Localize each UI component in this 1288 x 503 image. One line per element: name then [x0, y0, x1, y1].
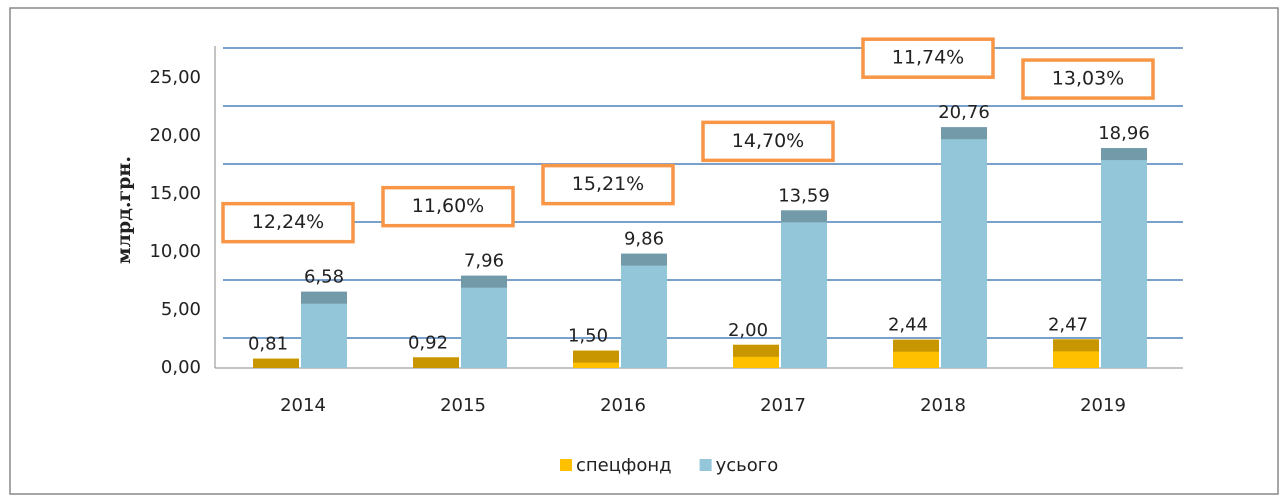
x-tick-label: 2018 [920, 395, 966, 416]
annotation: 13,03% [1052, 68, 1124, 90]
bar-top [573, 350, 619, 363]
value-label: 2,47 [1048, 314, 1088, 335]
bar-top [461, 275, 507, 288]
annotation: 15,21% [572, 173, 644, 195]
x-tick-label: 2015 [440, 395, 486, 416]
bar [461, 275, 507, 368]
bar-top [941, 127, 987, 140]
value-label: 6,58 [304, 267, 344, 288]
y-tick-label: 5,00 [161, 299, 201, 320]
annotation-box [381, 185, 515, 228]
value-label: 20,76 [938, 102, 990, 123]
value-label: 0,81 [248, 334, 288, 355]
annotation-box [221, 201, 355, 244]
bar-top [253, 358, 299, 368]
y-tick-label: 20,00 [149, 125, 201, 146]
bar-top [413, 357, 459, 368]
value-label: 7,96 [464, 251, 504, 272]
bar [1101, 148, 1147, 368]
x-tick-label: 2019 [1080, 395, 1126, 416]
bar-top [781, 210, 827, 223]
value-label: 2,44 [888, 315, 928, 336]
y-tick-label: 10,00 [149, 241, 201, 262]
legend-label: усього [716, 455, 779, 476]
bar [301, 291, 347, 368]
annotation-box [541, 163, 675, 206]
bar [941, 127, 987, 369]
y-axis-label: млрд.грн. [113, 156, 135, 264]
annotation: 11,60% [412, 195, 484, 217]
annotation: 14,70% [732, 130, 804, 152]
bar-top [1101, 148, 1147, 161]
legend-label: спецфонд [576, 455, 672, 476]
annotation: 12,24% [252, 211, 324, 233]
x-tick-label: 2017 [760, 395, 806, 416]
y-tick-label: 25,00 [149, 67, 201, 88]
bar-top [893, 339, 939, 352]
annotation-box [701, 120, 835, 163]
y-tick-label: 0,00 [161, 357, 201, 378]
value-label: 9,86 [624, 229, 664, 250]
annotation-box [861, 37, 995, 79]
annotation: 11,74% [892, 47, 964, 69]
value-label: 18,96 [1098, 123, 1150, 144]
bar-top [733, 344, 779, 357]
value-label: 1,50 [568, 326, 608, 347]
y-tick-label: 15,00 [149, 183, 201, 204]
legend-swatch [699, 459, 712, 471]
bar-top [1053, 339, 1099, 352]
bar [781, 210, 827, 368]
bar-top [621, 253, 667, 266]
value-label: 2,00 [728, 320, 768, 341]
value-label: 13,59 [778, 185, 830, 206]
x-tick-label: 2014 [280, 395, 326, 416]
bar-top [301, 291, 347, 304]
bar [621, 253, 667, 368]
legend-swatch [560, 459, 572, 471]
x-tick-label: 2016 [600, 395, 646, 416]
value-label: 0,92 [408, 332, 448, 353]
annotation-box [1021, 58, 1155, 100]
